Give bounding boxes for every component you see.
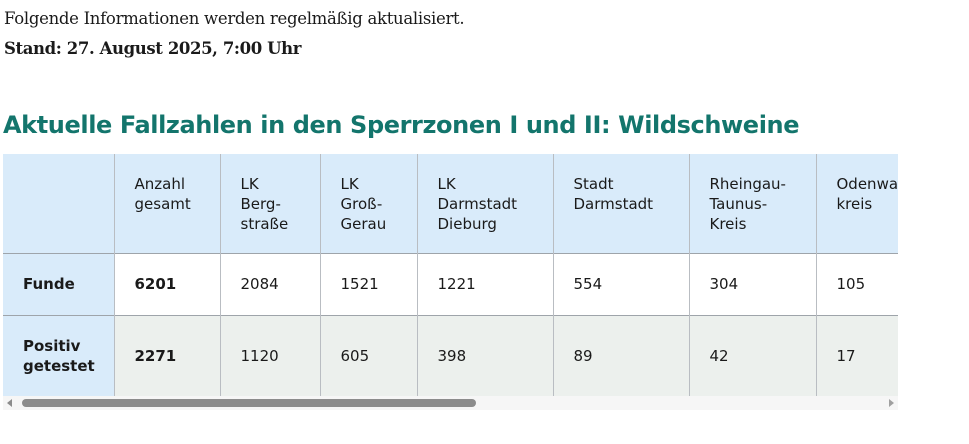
- column-header-line: Taunus-: [709, 195, 768, 213]
- table-cell: 1521: [319, 252, 417, 315]
- row-header: Funde: [3, 252, 114, 315]
- row-header-line: getestet: [23, 356, 95, 375]
- column-header: Odenwald-kreis: [815, 154, 899, 253]
- horizontal-scrollbar[interactable]: [3, 396, 898, 410]
- row-header-line: Positiv: [23, 336, 81, 355]
- table-cell: 42: [688, 314, 816, 396]
- row-header: Positiv getestet: [3, 314, 114, 396]
- column-header-line: LK: [437, 175, 456, 193]
- table-cell: 17: [815, 314, 898, 396]
- table-cell: 554: [552, 252, 689, 315]
- table-cell: 1221: [416, 252, 553, 315]
- column-header-line: Anzahl: [134, 175, 186, 193]
- table-cell: 304: [688, 252, 816, 315]
- column-header: LK Darmstadt Dieburg: [416, 154, 553, 253]
- table-cell: 89: [552, 314, 689, 396]
- table-cell: 398: [416, 314, 553, 396]
- table-header-row: Anzahl gesamt LK Berg-straße LK Groß- Gerau LK D…: [3, 154, 898, 253]
- column-header-line: Odenwald-: [836, 175, 899, 193]
- column-header-line: Berg-: [240, 195, 281, 213]
- intro-text: Folgende Informationen werden regelmäßig…: [4, 9, 465, 28]
- update-timestamp: Stand: 27. August 2025, 7:00 Uhr: [4, 39, 302, 58]
- scrollbar-thumb[interactable]: [22, 399, 476, 407]
- column-header-line: Rheingau-: [709, 175, 786, 193]
- column-header: Anzahl gesamt: [113, 154, 220, 253]
- column-header-line: Dieburg: [437, 215, 497, 233]
- column-header-line: LK: [340, 175, 359, 193]
- scroll-right-arrow-icon[interactable]: [889, 399, 894, 407]
- column-header-line: Darmstadt: [573, 195, 654, 213]
- column-header: Stadt Darmstadt: [552, 154, 689, 253]
- column-header-line: kreis: [836, 195, 873, 213]
- table-cell: 605: [319, 314, 417, 396]
- column-header-line: Gerau: [340, 215, 387, 233]
- table-row: Positiv getestet 2271 1120 605 398 89 42 17: [3, 314, 898, 396]
- column-header: Rheingau- Taunus- Kreis: [688, 154, 816, 253]
- column-header-line: Stadt: [573, 175, 614, 193]
- table-cell: 1120: [219, 314, 320, 396]
- column-header-line: straße: [240, 215, 289, 233]
- column-header-line: Groß-: [340, 195, 383, 213]
- column-header: LK Groß- Gerau: [319, 154, 417, 253]
- total-cell: 2271: [113, 314, 220, 396]
- case-table: Anzahl gesamt LK Berg-straße LK Groß- Gerau LK D…: [3, 154, 898, 396]
- header-corner-cell: [3, 154, 114, 253]
- row-header-line: Funde: [23, 275, 75, 293]
- column-header: LK Berg-straße: [219, 154, 320, 253]
- table-row: Funde 6201 2084 1521 1221 554 304 105: [3, 252, 898, 315]
- column-header-line: gesamt: [134, 195, 191, 213]
- table-cell: 2084: [219, 252, 320, 315]
- total-cell: 6201: [113, 252, 220, 315]
- column-header-line: Darmstadt: [437, 195, 518, 213]
- column-header-line: LK: [240, 175, 259, 193]
- table-cell: 105: [815, 252, 898, 315]
- scroll-left-arrow-icon[interactable]: [7, 399, 12, 407]
- column-header-line: Kreis: [709, 215, 747, 233]
- section-title: Aktuelle Fallzahlen in den Sperrzonen I …: [3, 111, 800, 139]
- table-scroll-container[interactable]: Anzahl gesamt LK Berg-straße LK Groß- Gerau LK D…: [3, 154, 898, 396]
